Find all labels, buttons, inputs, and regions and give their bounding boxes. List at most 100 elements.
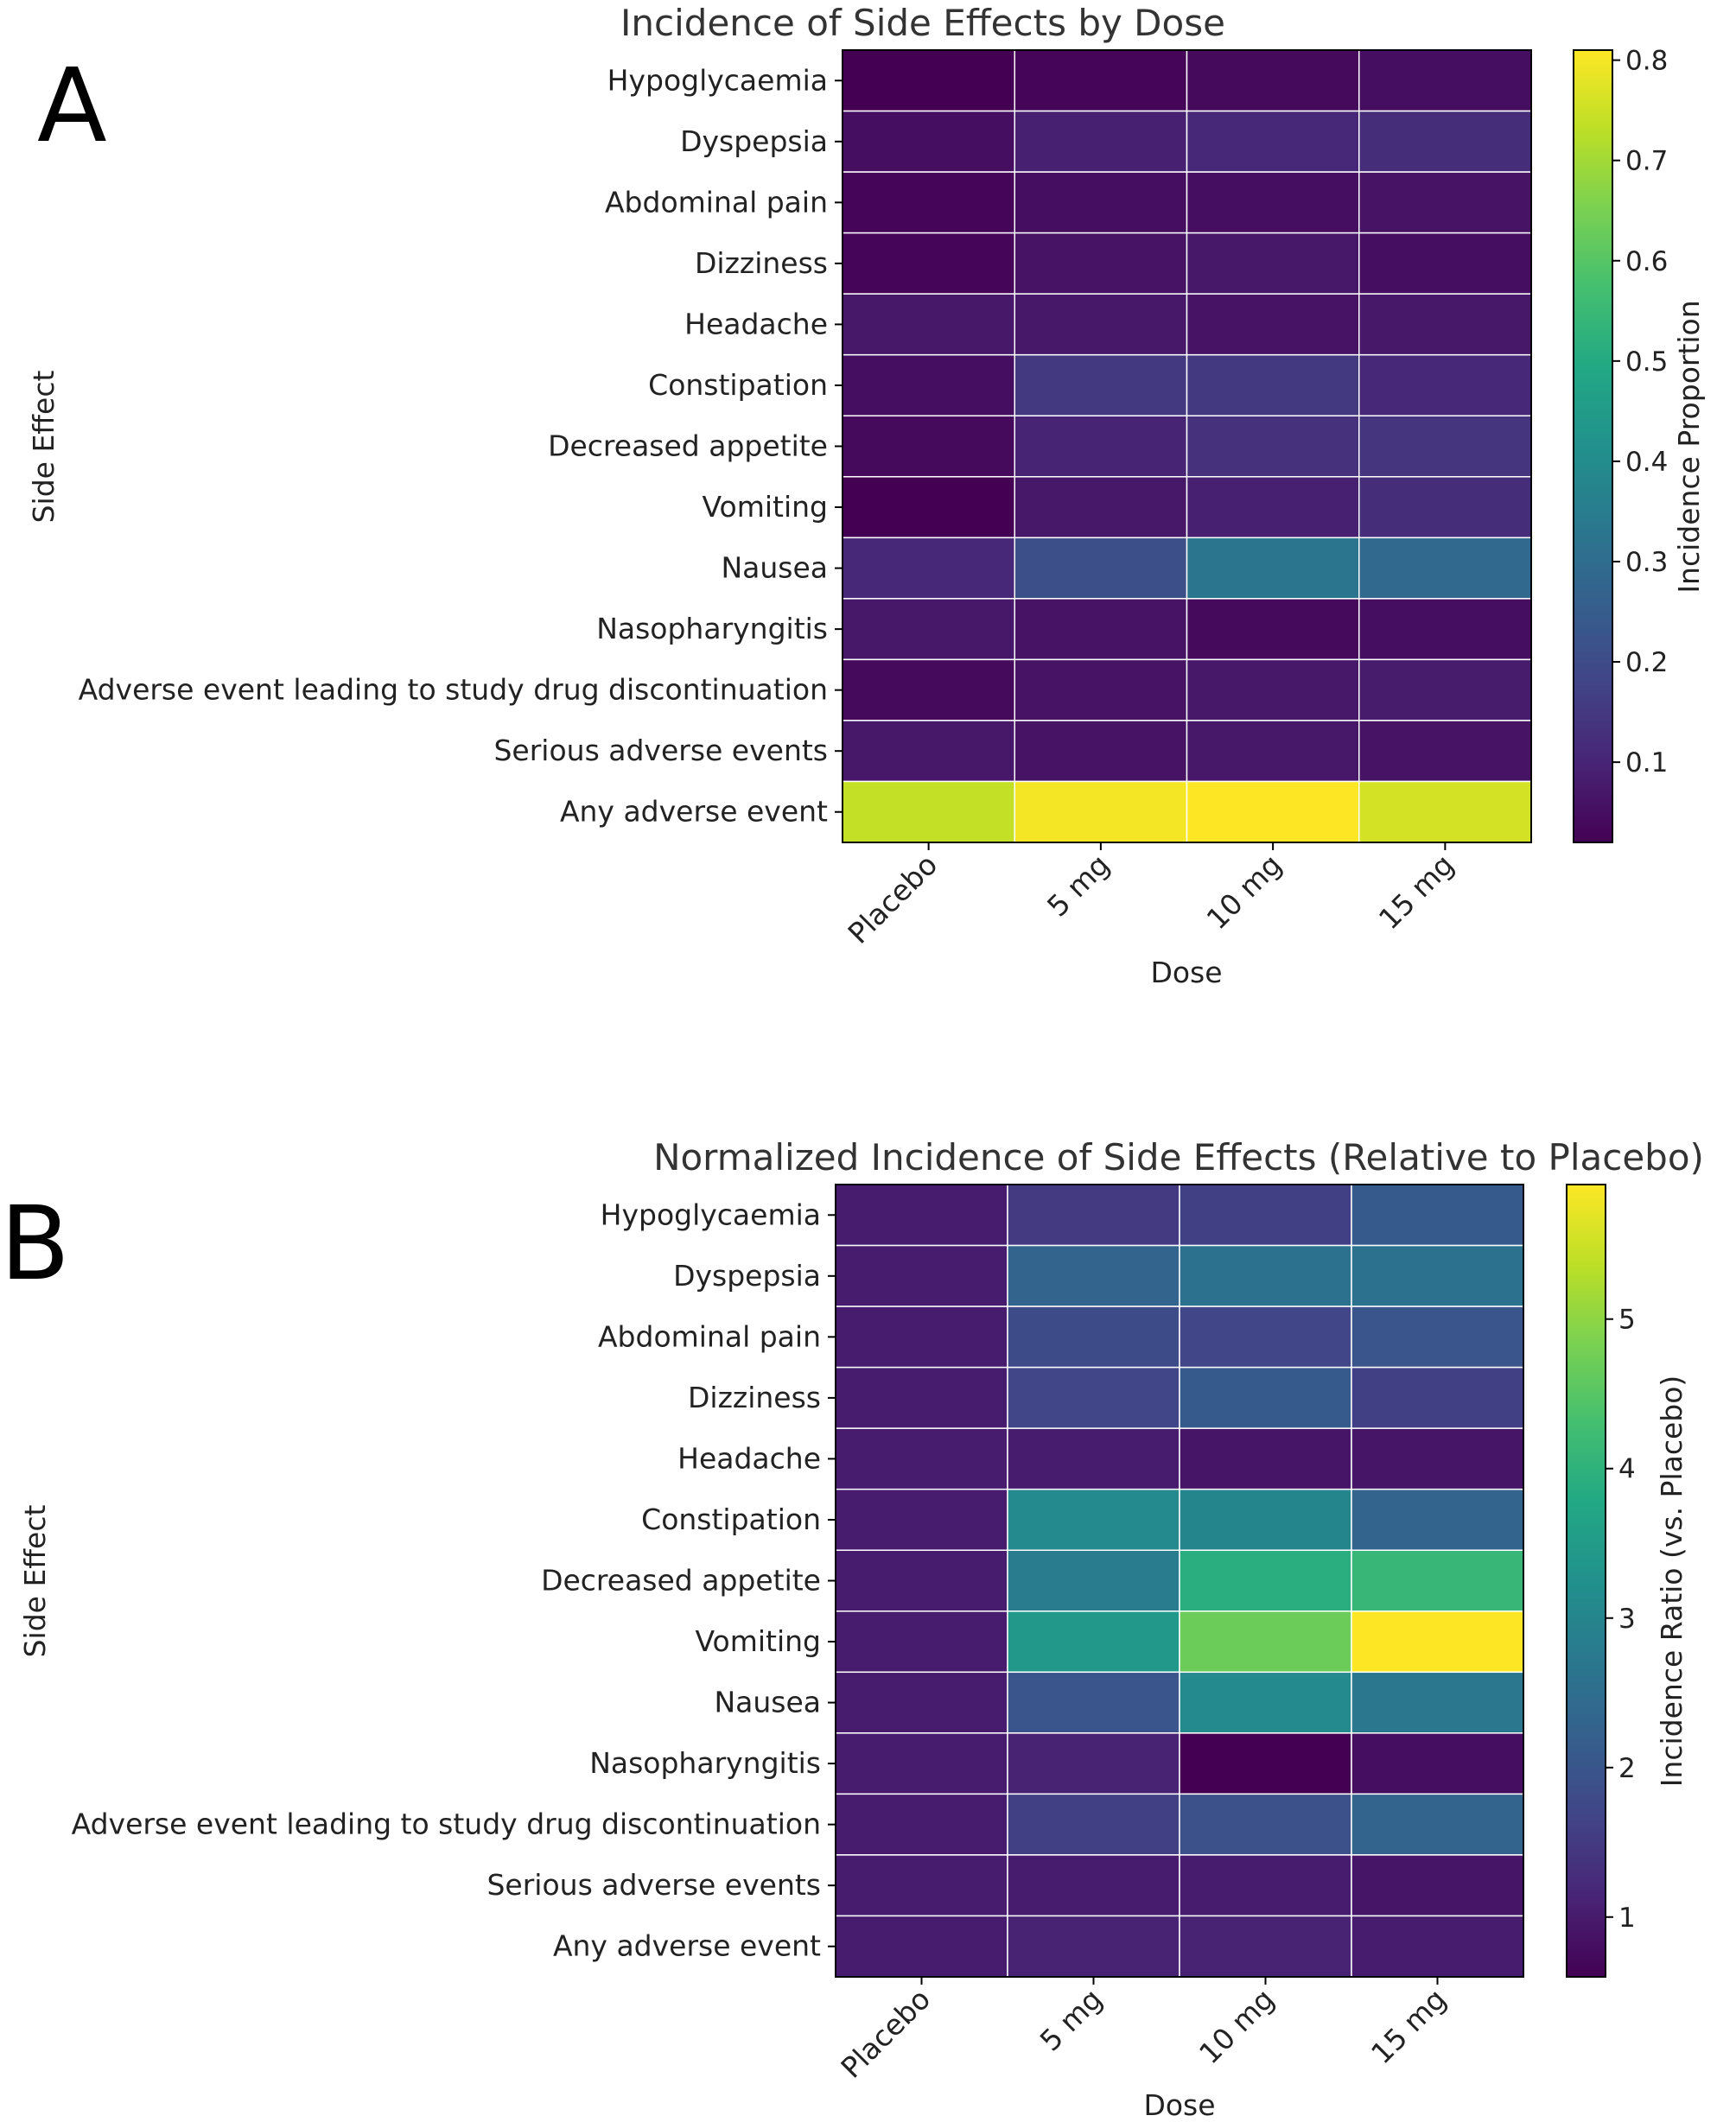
heatmap-cells-b [835,1184,1524,1978]
row-label: Nasopharyngitis [589,1746,821,1780]
colorbar-tick-label: 0.4 [1625,447,1668,478]
heatmap-cell [1351,1854,1524,1917]
heatmap-cell [1014,49,1188,112]
column-label: 5 mg [1040,848,1116,923]
heatmap-cell [1351,1793,1524,1856]
row-label: Vomiting [703,490,829,524]
heatmap-cell [842,780,1015,843]
chart-title-a: Incidence of Side Effects by Dose [620,2,1225,44]
row-label: Hypoglycaemia [601,1198,821,1231]
heatmap-cell [1179,1427,1352,1490]
row-label: Dyspepsia [680,124,828,158]
heatmap-cell [1007,1915,1180,1978]
heatmap-cell [1358,476,1532,539]
heatmap-cell [835,1549,1008,1612]
heatmap-cell [1179,1306,1352,1369]
heatmap-cell [835,1427,1008,1490]
row-label: Nausea [721,551,828,585]
heatmap-cell [1351,1671,1524,1734]
row-label: Dyspepsia [673,1259,821,1293]
heatmap-cell [1351,1184,1524,1247]
heatmap-cell [1007,1427,1180,1490]
heatmap-cell [1358,110,1532,173]
colorbar-a [1573,49,1613,843]
row-label: Vomiting [696,1624,822,1658]
row-label: Constipation [648,368,828,402]
colorbar-ticks-b: 1 2 3 4 5 [1606,1305,1636,1934]
row-label: Nasopharyngitis [596,612,828,645]
panel-letter-b: B [0,1184,70,1303]
panel-b: B Normalized Incidence of Side Effects (… [0,1136,1704,2122]
colorbar-b [1566,1184,1606,1978]
row-label: Nausea [714,1686,821,1719]
heatmap-cell [842,293,1015,356]
heatmap-cell [835,1611,1008,1674]
heatmap-cells-a [842,49,1532,843]
heatmap-cell [1358,415,1532,478]
row-label: Dizziness [695,246,828,280]
heatmap-cell [1007,1488,1180,1551]
heatmap-cell [1007,1244,1180,1307]
heatmap-cell [1358,537,1532,600]
heatmap-cell [842,476,1015,539]
heatmap-cell [842,720,1015,783]
heatmap-cell [1186,232,1360,295]
heatmap-cell [1358,49,1532,112]
heatmap-cell [1186,293,1360,356]
row-labels-b: Hypoglycaemia Dyspepsia Abdominal pain Dizz… [72,1198,836,1963]
colorbar-ticks-a: 0.1 0.2 0.3 0.4 0.5 0.6 0.7 0.8 [1612,46,1668,778]
colorbar-tick-label: 0.5 [1625,346,1668,378]
chart-title-b: Normalized Incidence of Side Effects (Re… [653,1136,1704,1179]
row-label: Adverse event leading to study drug disc… [72,1808,821,1841]
heatmap-cell [1179,1366,1352,1429]
heatmap-cell [835,1793,1008,1856]
row-label: Any adverse event [553,1929,821,1963]
heatmap-cell [1186,476,1360,539]
row-label: Serious adverse events [486,1868,821,1902]
heatmap-cell [835,1854,1008,1917]
column-label: 5 mg [1033,1982,1109,2057]
heatmap-cell [1007,1671,1180,1734]
heatmap-cell [1351,1366,1524,1429]
colorbar-tick-label: 0.6 [1625,246,1668,277]
heatmap-cell [1179,1793,1352,1856]
heatmap-cell [1179,1732,1352,1795]
heatmap-cell [1007,1732,1180,1795]
colorbar-tick-label: 0.1 [1625,747,1668,778]
heatmap-cell [1351,1306,1524,1369]
y-axis-label-a: Side Effect [27,371,60,524]
heatmap-cell [835,1184,1008,1247]
row-label: Abdominal pain [598,1319,821,1353]
heatmap-cell [1358,658,1532,721]
heatmap-cell [835,1732,1008,1795]
x-axis-label-b: Dose [1143,2088,1215,2122]
colorbar-tick-label: 3 [1618,1604,1636,1635]
heatmap-cell [842,171,1015,234]
heatmap-cell [842,658,1015,721]
colorbar-tick-label: 2 [1618,1753,1636,1784]
row-label: Any adverse event [560,795,828,829]
heatmap-cell [1007,1611,1180,1674]
column-label: 10 mg [1200,848,1288,936]
row-label: Dizziness [688,1381,821,1414]
heatmap-cell [1351,1244,1524,1307]
panel-letter-a: A [37,46,107,165]
heatmap-cell [1358,720,1532,783]
colorbar-tick-label: 0.8 [1625,46,1668,77]
column-labels-a: Placebo 5 mg 10 mg 15 mg [842,842,1460,950]
heatmap-cell [1351,1488,1524,1551]
heatmap-cell [1351,1732,1524,1795]
heatmap-cell [1007,1184,1180,1247]
heatmap-cell [835,1366,1008,1429]
panel-a: A Incidence of Side Effects by Dose Hypo… [27,2,1706,989]
heatmap-cell [1351,1611,1524,1674]
heatmap-cell [1358,353,1532,416]
heatmap-cell [1186,720,1360,783]
heatmap-cell [1186,780,1360,843]
column-label: Placebo [842,848,944,950]
row-label: Decreased appetite [541,1564,821,1598]
colorbar-label-a: Incidence Proportion [1672,300,1706,593]
heatmap-cell [1179,1671,1352,1734]
heatmap-cell [1014,598,1188,661]
colorbar-label-b: Incidence Ratio (vs. Placebo) [1655,1375,1688,1788]
